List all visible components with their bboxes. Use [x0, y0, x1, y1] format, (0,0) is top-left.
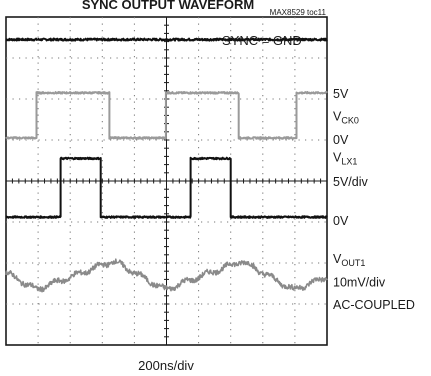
channel-label-vlx1: 5V/div: [333, 175, 368, 189]
trace-ref-level: [5, 37, 328, 42]
channel-label-vlx1: VLX1: [333, 150, 357, 166]
trace-vout1: [5, 258, 328, 293]
channel-labels: 5V VCK0 0V VLX1 5V/div 0V VOUT1 10mV/div AC-COUP…: [333, 87, 415, 312]
channel-label-vout1: AC-COUPLED: [333, 298, 415, 312]
channel-label-vck0: 5V: [333, 87, 349, 101]
chart-title: SYNC OUTPUT WAVEFORM: [82, 0, 254, 12]
traces: [5, 37, 328, 293]
channel-label-vck0: 0V: [333, 133, 349, 147]
channel-label-vout1: VOUT1: [333, 252, 365, 268]
trace-vlx1: [5, 156, 328, 219]
x-axis-label: 200ns/div: [138, 358, 194, 373]
trace-vck0: [5, 91, 328, 140]
channel-label-vck0: VCK0: [333, 109, 359, 125]
channel-label-vout1: 10mV/div: [333, 275, 386, 289]
sync-annotation: SYNC = GND: [222, 33, 302, 48]
figure-id: MAX8529 toc11: [270, 8, 327, 17]
channel-label-vlx1: 0V: [333, 214, 349, 228]
